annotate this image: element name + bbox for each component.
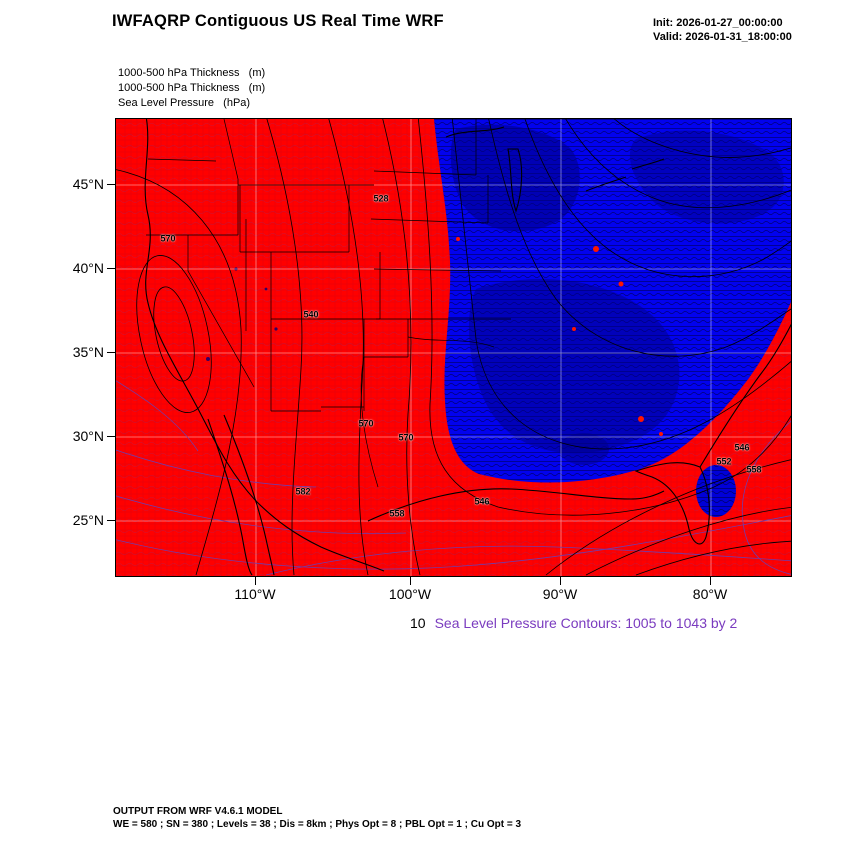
ytick-35n: 35°N — [72, 344, 104, 360]
slp-caption-text: Sea Level Pressure Contours: 1005 to 104… — [434, 615, 738, 631]
ytick-45n: 45°N — [72, 176, 104, 192]
contour-label: 570 — [358, 418, 374, 429]
coastline — [144, 119, 791, 576]
y-tickmark — [107, 352, 115, 353]
plot-title: IWFAQRP Contiguous US Real Time WRF — [112, 12, 444, 30]
contour-label: 552 — [716, 456, 732, 467]
xtick-90w: 90°W — [542, 586, 578, 602]
ytick-25n: 25°N — [72, 512, 104, 528]
contour-label: 570 — [160, 233, 176, 244]
state-borders — [146, 119, 511, 488]
footer-config-line: WE = 580 ; SN = 380 ; Levels = 38 ; Dis … — [113, 819, 522, 830]
x-tickmark — [560, 577, 561, 585]
thickness-contours — [116, 119, 791, 576]
warm-specks — [456, 237, 663, 436]
y-tickmark — [107, 520, 115, 521]
xtick-100w: 100°W — [388, 586, 432, 602]
init-timestamp: Init: 2026-01-27_00:00:00 — [653, 17, 783, 29]
contour-label: 582 — [295, 486, 311, 497]
contour-label: 540 — [303, 309, 319, 320]
contour-label: 570 — [398, 432, 414, 443]
footer-model-line: OUTPUT FROM WRF V4.6.1 MODEL — [113, 806, 283, 817]
contour-label: 546 — [734, 442, 750, 453]
slp-caption-prefix: 10 — [410, 615, 426, 631]
slp-contours — [116, 380, 791, 576]
contour-label: 558 — [389, 508, 405, 519]
contour-label: 546 — [474, 496, 490, 507]
slp-caption: 10 Sea Level Pressure Contours: 1005 to … — [410, 615, 737, 631]
map-plot: 570 528 540 570 570 582 558 546 546 552 … — [115, 118, 792, 577]
xtick-110w: 110°W — [234, 586, 276, 602]
xtick-80w: 80°W — [692, 586, 728, 602]
x-tickmark — [710, 577, 711, 585]
cold-specks — [206, 267, 278, 361]
y-tickmark — [107, 184, 115, 185]
graticule — [116, 119, 791, 576]
geo-borders — [144, 119, 791, 576]
legend-line-slp: Sea Level Pressure (hPa) — [118, 97, 251, 109]
legend-line-thickness-2: 1000-500 hPa Thickness (m) — [118, 82, 266, 94]
y-tickmark — [107, 436, 115, 437]
thickness-fill — [116, 119, 791, 576]
x-tickmark — [410, 577, 411, 585]
ytick-30n: 30°N — [72, 428, 104, 444]
contour-label: 528 — [373, 193, 389, 204]
legend-line-thickness-1: 1000-500 hPa Thickness (m) — [118, 67, 266, 79]
ytick-40n: 40°N — [72, 260, 104, 276]
valid-timestamp: Valid: 2026-01-31_18:00:00 — [653, 31, 792, 43]
contour-label: 558 — [746, 464, 762, 475]
map-graphic — [116, 119, 791, 576]
y-tickmark — [107, 268, 115, 269]
x-tickmark — [255, 577, 256, 585]
